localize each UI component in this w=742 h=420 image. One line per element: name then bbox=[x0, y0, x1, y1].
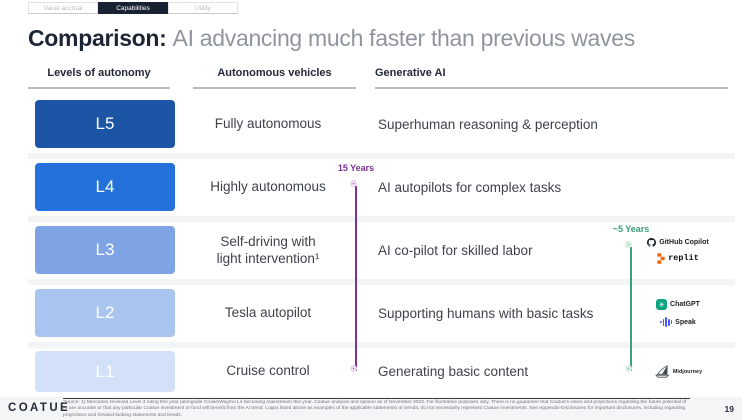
genai-cell: Generating basic content bbox=[378, 364, 529, 379]
comparison-table: L5 Fully autonomous Superhuman reasoning… bbox=[28, 96, 735, 395]
vehicle-cell: Fully autonomous bbox=[214, 116, 322, 132]
speak-label: Speak bbox=[675, 318, 696, 326]
coatue-logo: COATUE bbox=[8, 402, 71, 414]
table-row-l1: L1 Cruise control Generating basic conte… bbox=[28, 348, 735, 395]
replit-label: replit bbox=[668, 253, 699, 263]
timeline-genai-line bbox=[630, 247, 632, 371]
timeline-genai-label: ~5 Years bbox=[612, 224, 650, 234]
timeline-vehicles-dot-bottom bbox=[349, 364, 357, 372]
openai-icon: ✳ bbox=[656, 299, 668, 310]
midjourney-label: Midjourney bbox=[672, 368, 703, 375]
level-badge-l4: L4 bbox=[35, 163, 175, 211]
genai-cell: Superhuman reasoning & perception bbox=[378, 117, 598, 132]
timeline-vehicles-line bbox=[355, 186, 357, 371]
table-row-l3: L3 Self-driving with light intervention¹… bbox=[28, 222, 735, 279]
tab-utility[interactable]: Utility bbox=[168, 2, 238, 14]
slide-footer: COATUE Source: 1) Mercedes received Leve… bbox=[0, 397, 742, 420]
source-disclaimer: Source: 1) Mercedes received Level 3 rul… bbox=[63, 400, 687, 418]
genai-cell: AI co-pilot for skilled labor bbox=[378, 243, 533, 258]
page-title-prefix: Comparison: bbox=[28, 25, 167, 51]
genai-cell: AI autopilots for complex tasks bbox=[378, 180, 562, 195]
level-badge-l5: L5 bbox=[35, 100, 175, 148]
github-icon bbox=[647, 237, 657, 247]
page-title: Comparison: AI advancing much faster than… bbox=[28, 25, 635, 52]
vehicle-cell: Tesla autopilot bbox=[224, 305, 312, 321]
timeline-genai-dot-bottom bbox=[624, 364, 632, 372]
logo-group-l3: GitHub Copilot replit bbox=[633, 222, 723, 279]
speak-waveform-icon bbox=[660, 316, 673, 328]
table-row-l2: L2 Tesla autopilot Supporting humans wit… bbox=[28, 285, 735, 342]
page-number: 19 bbox=[724, 404, 734, 414]
chatgpt-logo: ✳ ChatGPT bbox=[656, 299, 700, 310]
table-row-l5: L5 Fully autonomous Superhuman reasoning… bbox=[28, 96, 735, 153]
level-badge-l3: L3 bbox=[35, 226, 175, 274]
github-copilot-logo: GitHub Copilot bbox=[647, 237, 709, 247]
table-row-l4: L4 Highly autonomous AI autopilots for c… bbox=[28, 159, 735, 216]
tab-value-accrual[interactable]: Value accrual bbox=[28, 2, 98, 14]
genai-cell: Supporting humans with basic tasks bbox=[378, 306, 594, 321]
vehicle-cell: Cruise control bbox=[226, 363, 310, 379]
logo-group-l2: ✳ ChatGPT Speak bbox=[633, 285, 723, 342]
level-badge-l2: L2 bbox=[35, 289, 175, 337]
column-header-vehicles: Autonomous vehicles bbox=[193, 67, 356, 89]
level-badge-l1: L1 bbox=[35, 351, 175, 392]
tab-capabilities[interactable]: Capabilities bbox=[98, 2, 168, 14]
github-copilot-label: GitHub Copilot bbox=[659, 238, 709, 246]
timeline-vehicles-label: 15 Years bbox=[337, 163, 375, 173]
sailboat-icon bbox=[654, 365, 670, 378]
chatgpt-label: ChatGPT bbox=[670, 301, 700, 308]
midjourney-logo: Midjourney bbox=[654, 365, 702, 378]
timeline-vehicles-dot-top bbox=[349, 179, 357, 187]
replit-logo: replit bbox=[657, 252, 699, 264]
slide-tab-bar: Value accrual Capabilities Utility bbox=[28, 2, 238, 14]
speak-logo: Speak bbox=[660, 316, 696, 328]
column-header-levels: Levels of autonomy bbox=[28, 67, 170, 89]
replit-icon bbox=[657, 252, 665, 264]
vehicle-cell: Self-driving with light intervention¹ bbox=[216, 233, 320, 266]
logo-group-l1: Midjourney bbox=[633, 348, 723, 395]
page-title-rest: AI advancing much faster than previous w… bbox=[172, 25, 636, 51]
timeline-genai-dot-top bbox=[624, 240, 632, 248]
footer-divider bbox=[63, 398, 690, 399]
column-header-genai: Generative AI bbox=[375, 67, 728, 89]
vehicle-cell: Highly autonomous bbox=[210, 179, 326, 195]
